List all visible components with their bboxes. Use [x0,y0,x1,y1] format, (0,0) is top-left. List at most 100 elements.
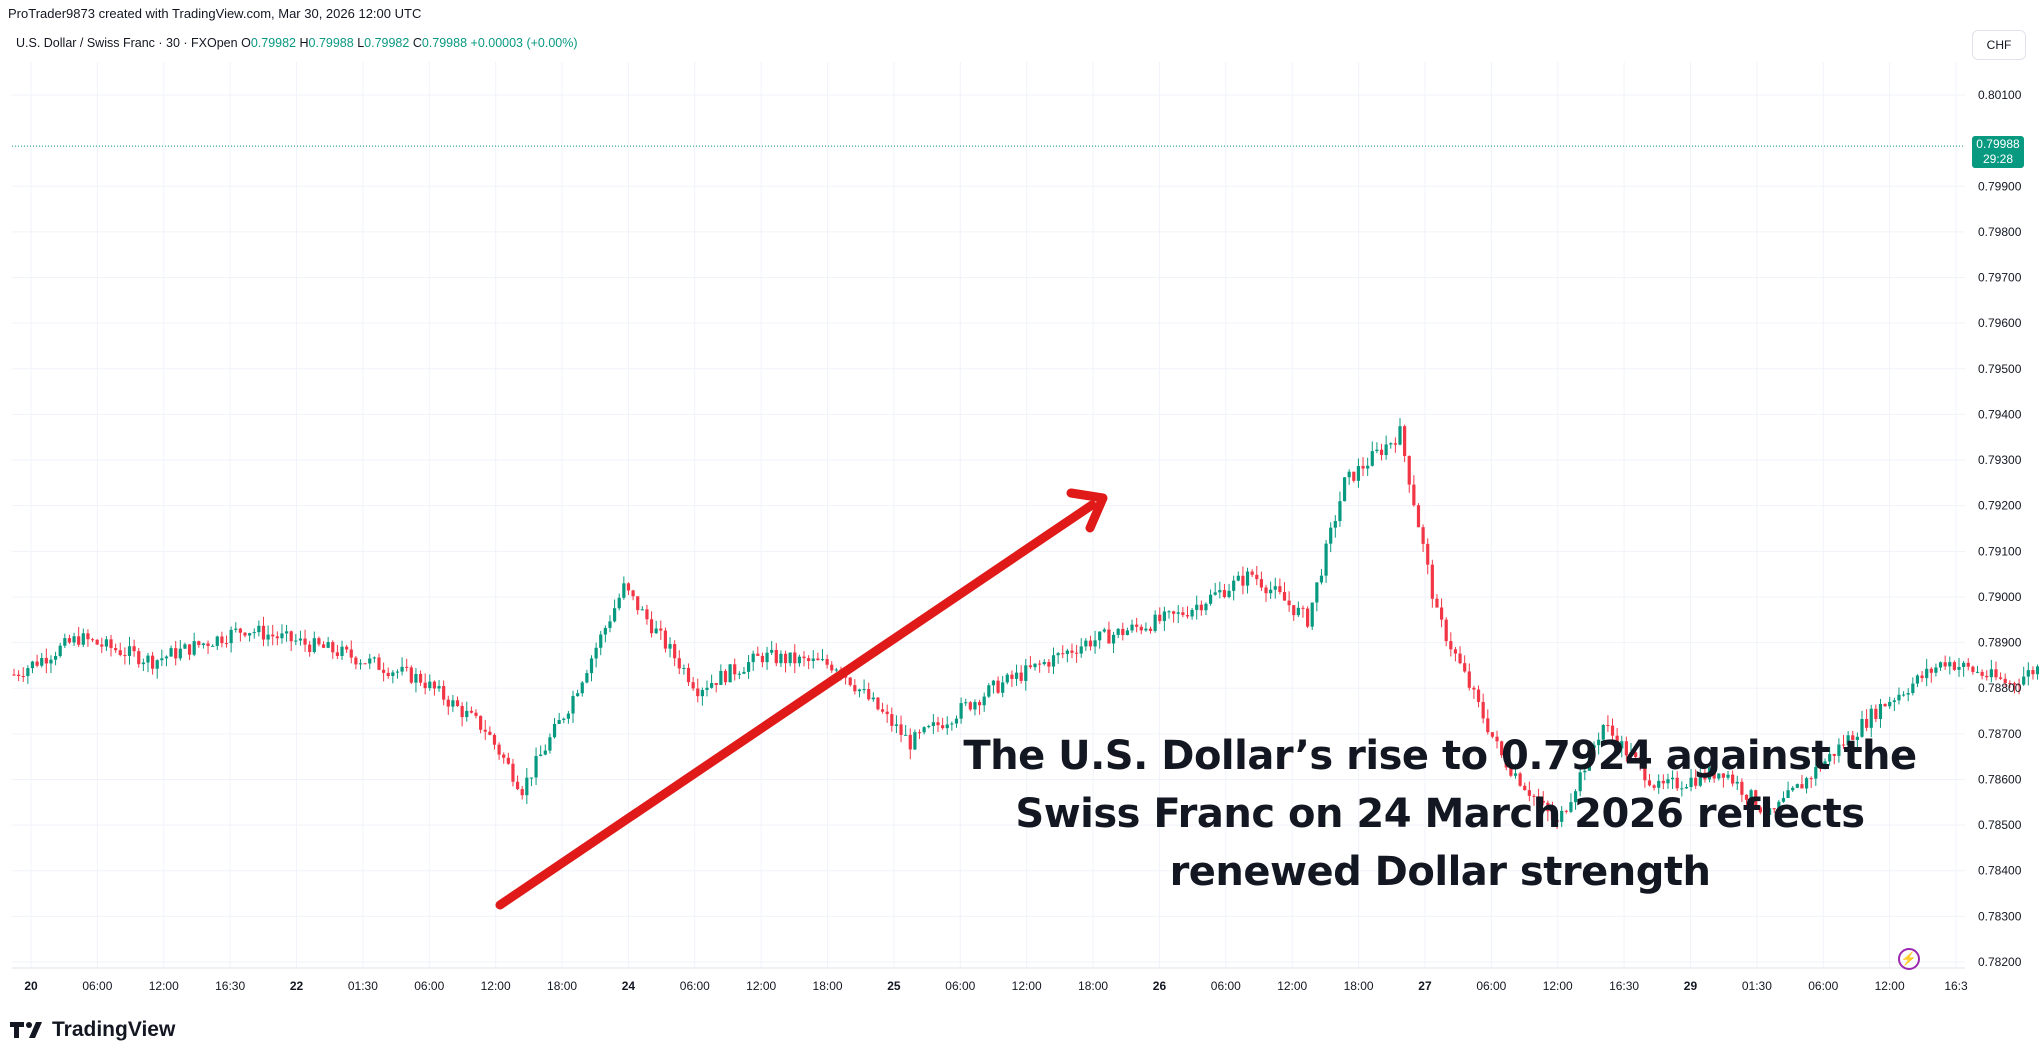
candle [368,653,372,670]
candle [1883,703,1887,707]
candle [1338,491,1342,527]
candle [1329,522,1333,553]
candle [72,632,76,646]
candle [1176,605,1180,623]
candle [1093,630,1097,654]
candle [446,695,450,715]
candle [1051,647,1056,674]
candle [1333,515,1337,538]
candle [742,666,746,675]
candle [733,658,737,681]
candle [1624,736,1628,762]
low-label: L [357,36,365,50]
candle [414,668,418,693]
candle [668,637,672,658]
candle [811,650,815,669]
close-label: C [412,36,422,50]
candle [585,669,589,684]
change-value: +0.00003 (+0.00%) [470,36,578,50]
candle [1911,677,1915,696]
candle [1869,704,1873,738]
bar-countdown: 29:28 [1982,152,2014,167]
candle [1888,696,1892,709]
lightning-icon[interactable]: ⚡ [1898,948,1920,970]
candle [1698,766,1702,788]
candle [1564,809,1568,814]
candle [1366,457,1370,476]
candle [1795,783,1799,789]
candle [649,611,654,638]
candle [1486,709,1490,735]
last-price-badge: 0.79988 29:28 [1972,136,2024,169]
candle [908,728,912,760]
candle [2012,681,2017,694]
candle [197,640,201,648]
candle [224,635,229,648]
candle [146,652,150,673]
high-label: H [299,36,309,50]
candle [807,655,811,670]
currency-button[interactable]: CHF [1972,30,2026,60]
candle [2008,680,2012,689]
candle [1680,781,1684,797]
symbol-legend[interactable]: U.S. Dollar / Swiss Franc · 30 · FXOpen … [16,36,578,50]
time-tick-label: 06:00 [414,979,444,993]
symbol-name[interactable]: U.S. Dollar / Swiss Franc · 30 · FXOpen [16,36,238,50]
candle [220,631,224,648]
candle [1925,658,1929,687]
candle [1712,758,1716,783]
candle [49,655,53,674]
tradingview-brand[interactable]: TradingView [10,1018,175,1042]
candle [1476,685,1481,708]
candle [1088,635,1093,651]
price-tick-label: 0.78900 [1978,636,2022,650]
candle [1985,670,1989,681]
candle [280,624,284,644]
candle [1005,672,1009,685]
candle [1102,627,1106,633]
candle [834,667,838,672]
candle [608,615,612,633]
candle [1218,581,1222,599]
candle [1014,664,1019,686]
candle [502,752,506,764]
candle [1694,769,1698,789]
candle [1989,659,1993,683]
candle [261,616,266,647]
price-tick-label: 0.78200 [1978,955,2022,969]
candle [1444,617,1448,647]
candle [1800,774,1804,789]
candle [1814,762,1818,786]
candle [1537,788,1541,808]
candle [1490,732,1494,739]
candle [945,716,949,735]
candle [326,636,330,649]
time-tick-label: 06:00 [1211,979,1241,993]
candle [303,629,307,652]
candle [631,589,635,601]
time-axis[interactable]: 20 06:00 12:00 16:30 22 01:30 06:00 12:00 18:00 2… [24,979,1968,993]
candle [1601,723,1605,745]
candle [1952,660,1956,672]
candle [890,707,894,732]
candle [1107,621,1111,644]
candle [1019,665,1023,684]
candle [1407,455,1411,493]
price-axis[interactable]: 0.80100 0.79900 0.79800 0.79700 0.79600 0.795… [1978,88,2022,969]
candle [765,646,769,670]
candle [1583,768,1587,781]
candle [1116,627,1120,639]
time-tick-label: 16:3 [1944,979,1968,993]
candle [1560,806,1564,828]
candle [95,638,99,645]
candle [1768,800,1772,825]
candle [1962,660,1966,677]
candle [1236,571,1240,582]
candle [192,632,196,657]
time-tick-label: 18:00 [1344,979,1374,993]
candle [654,620,658,635]
candle [1892,697,1896,712]
candle [174,641,178,666]
candle [1038,660,1042,673]
